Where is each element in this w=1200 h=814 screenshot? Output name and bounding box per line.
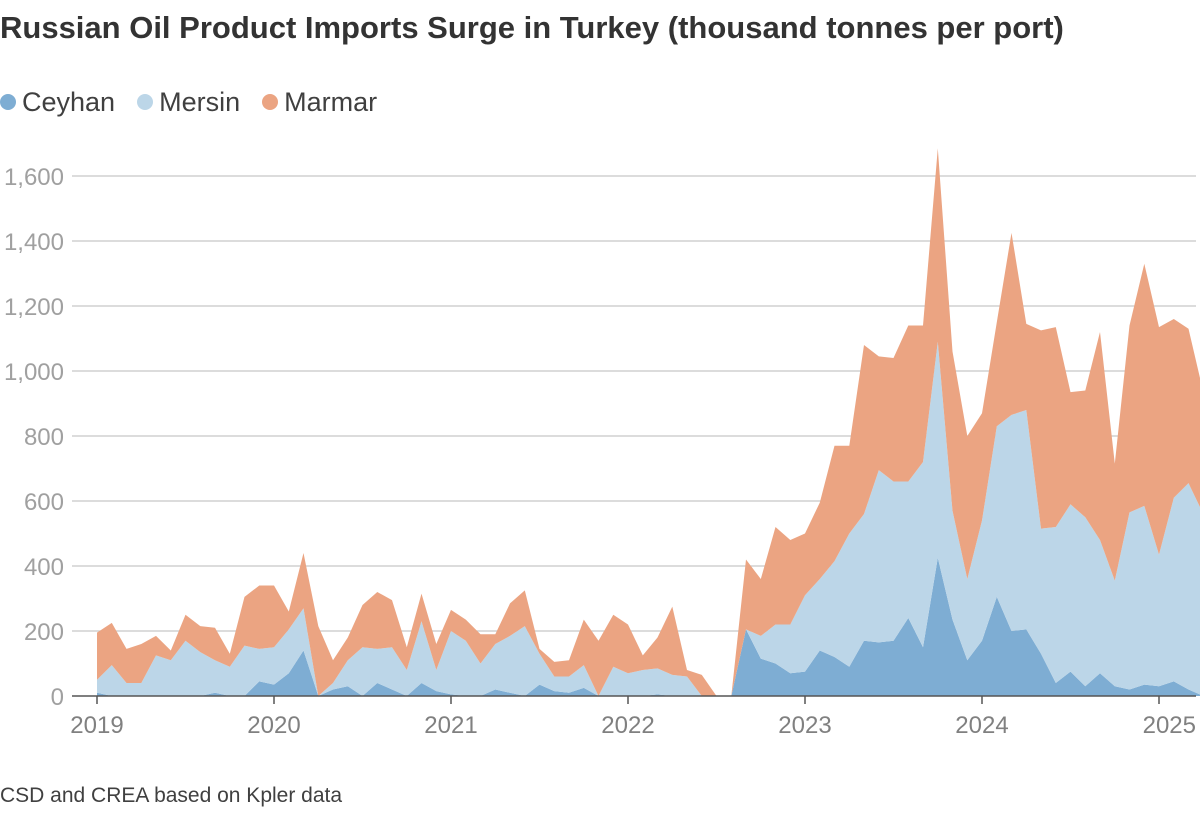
x-tick-label: 2024 <box>955 712 1008 739</box>
x-tick-label: 2019 <box>70 712 123 739</box>
y-tick-label: 1,400 <box>4 229 64 256</box>
x-tick-label: 2021 <box>424 712 477 739</box>
legend-item-marmar: Marmar <box>262 87 377 118</box>
y-tick-label: 400 <box>24 554 64 581</box>
legend-swatch-marmar <box>262 94 279 110</box>
chart-title: Russian Oil Product Imports Surge in Tur… <box>0 10 1064 45</box>
y-tick-label: 600 <box>24 489 64 516</box>
legend-label-mersin: Mersin <box>159 86 241 117</box>
legend: Ceyhan Mersin Marmar <box>0 86 399 118</box>
x-tick-label: 2025 <box>1143 712 1196 739</box>
series-area-ceyhan <box>97 557 1200 696</box>
x-tick-label: 2022 <box>601 712 654 739</box>
series-area-marmar <box>97 148 1200 696</box>
y-tick-label: 1,000 <box>4 359 64 386</box>
source-note: CSD and CREA based on Kpler data <box>0 784 343 807</box>
legend-item-ceyhan: Ceyhan <box>0 87 115 118</box>
y-tick-label: 1,200 <box>4 294 64 321</box>
x-tick-label: 2020 <box>247 712 300 739</box>
y-tick-label: 800 <box>24 424 64 451</box>
y-tick-label: 200 <box>24 619 64 646</box>
legend-label-marmar: Marmar <box>284 86 378 117</box>
series-area-mersin <box>97 341 1200 696</box>
legend-swatch-ceyhan <box>0 94 16 110</box>
legend-item-mersin: Mersin <box>137 87 240 118</box>
x-tick-label: 2023 <box>778 712 831 739</box>
y-tick-label: 1,600 <box>4 164 64 191</box>
legend-label-ceyhan: Ceyhan <box>22 86 116 117</box>
y-tick-label: 0 <box>51 684 64 711</box>
legend-swatch-mersin <box>137 94 154 110</box>
